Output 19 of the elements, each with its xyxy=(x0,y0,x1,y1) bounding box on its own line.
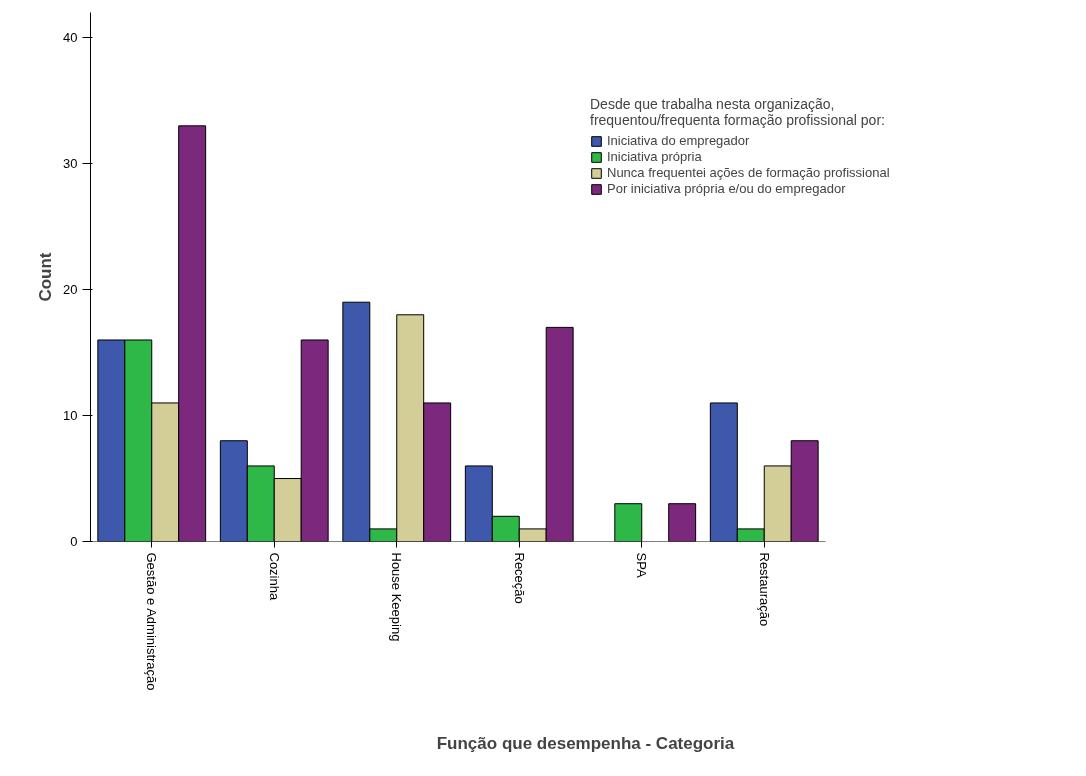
y-tick-label: 30 xyxy=(63,156,78,172)
legend-label: Iniciativa do empregador xyxy=(607,133,750,148)
legend-label: Iniciativa própria xyxy=(607,149,702,164)
x-axis-title: Função que desempenha - Categoria xyxy=(436,734,735,754)
y-tick-label: 40 xyxy=(63,30,78,46)
x-tick-label: Cozinha xyxy=(266,552,282,601)
legend-label: Por iniciativa própria e/ou do empregador xyxy=(607,181,846,196)
y-tick-label: 20 xyxy=(63,282,78,298)
x-tick-label: Restauração xyxy=(756,552,772,627)
y-tick-label: 0 xyxy=(70,534,78,549)
x-tick-label: Gestão e Administração xyxy=(144,552,160,691)
bar xyxy=(668,503,697,542)
y-tick-label: 10 xyxy=(63,408,78,424)
x-tick-label: House Keeping xyxy=(389,552,405,642)
legend-title: Desde que trabalha nesta organização, frequentou/frequenta formação profissional por: xyxy=(590,96,886,128)
y-axis-title: Count xyxy=(36,252,56,302)
legend-label: Nunca frequentei ações de formação profissional xyxy=(607,165,890,180)
x-tick-label: SPA xyxy=(634,552,650,578)
x-tick-label: Receção xyxy=(511,552,527,604)
